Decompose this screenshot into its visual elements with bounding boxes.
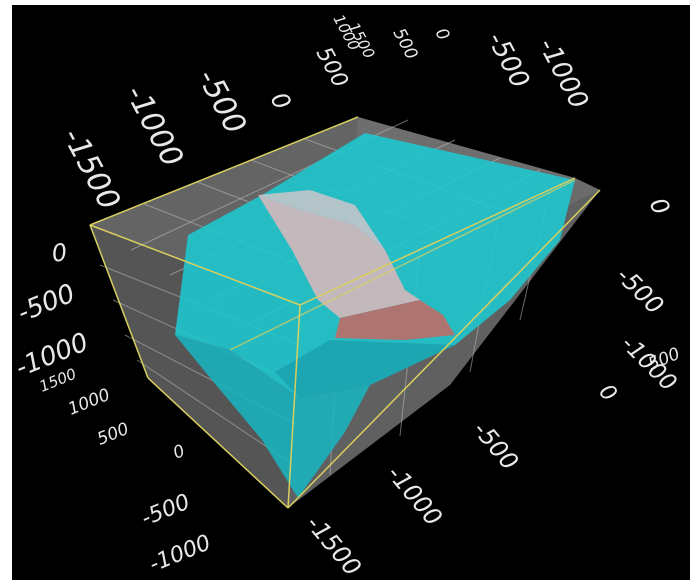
axis-line-inner — [229, 179, 576, 351]
axis-top-near-labels: 500 0 -500 -1000 — [389, 25, 594, 114]
axis-line-top-back — [89, 116, 359, 226]
axis-line-left-top — [89, 224, 301, 306]
axis-line-bottom-left — [147, 377, 289, 509]
tick-label: -500 — [481, 27, 535, 93]
tick-label: -1500 — [55, 122, 127, 215]
inner-surface — [258, 190, 455, 340]
tick-label: 500 — [94, 419, 132, 450]
tick-label: 0 — [593, 380, 621, 407]
tick-label: 0 — [170, 441, 188, 464]
tick-label: 0 — [644, 193, 676, 219]
tick-label: 0 — [431, 25, 454, 44]
tick-label: -500 — [190, 63, 253, 140]
tick-label: -1000 — [118, 79, 190, 172]
surface-cyan-shadow — [275, 340, 455, 398]
axis-line-front-vertical — [287, 304, 301, 509]
tick-label: -500 — [138, 490, 194, 532]
axis-left-upper-labels: 0 -500 -1000 — [12, 238, 93, 383]
tick-label: -1000 — [532, 33, 594, 114]
tick-label: 500 — [389, 25, 422, 63]
axis-line-bottom-right — [287, 189, 601, 509]
tick-label: -1000 — [146, 530, 215, 577]
surface-cyan-lower — [175, 335, 370, 498]
tick-label: 1000 — [65, 385, 113, 420]
tick-label: -500 — [611, 261, 669, 319]
axis-lines — [89, 116, 601, 509]
tick-label: 0 — [50, 238, 69, 268]
surface-inner-light — [258, 195, 420, 318]
tick-label: 0 — [265, 88, 297, 115]
surface-inner-top — [258, 190, 385, 250]
axis-line-left-vertical — [89, 224, 149, 379]
axis-line-right-top — [299, 177, 576, 306]
surface-inner-dark — [335, 300, 455, 340]
tick-label: -500 — [13, 279, 79, 329]
tick-label: -1000 — [381, 460, 447, 531]
tick-label: -500 — [467, 416, 523, 476]
3d-viewport[interactable]: -1500 -1000 -500 0 500 1000 1500 500 0 -… — [12, 5, 690, 580]
tick-label: -1500 — [300, 510, 366, 580]
3d-plot-svg: -1500 -1000 -500 0 500 1000 1500 500 0 -… — [12, 11, 683, 580]
